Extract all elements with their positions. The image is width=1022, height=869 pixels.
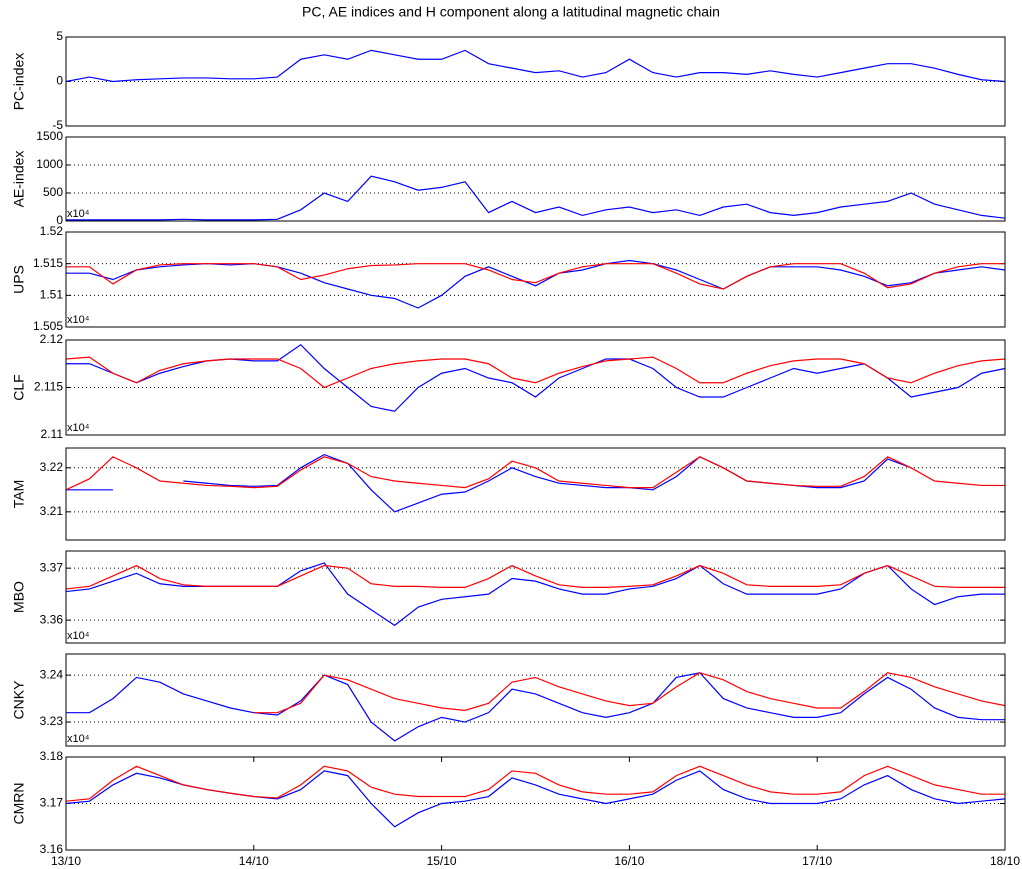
y-multiplier: x10⁴ xyxy=(67,314,90,326)
x-tick-label: 15/10 xyxy=(427,854,457,868)
data-line xyxy=(66,259,1006,309)
plot-area xyxy=(66,551,1005,643)
y-tick-label: 3.36 xyxy=(40,612,64,626)
y-tick-label: 1000 xyxy=(36,157,63,171)
y-tick-label: 3.24 xyxy=(40,667,64,681)
y-tick-label: 3.37 xyxy=(40,560,64,574)
y-tick-label: 500 xyxy=(43,185,63,199)
y-tick-label: 0 xyxy=(56,213,63,227)
plot-frame xyxy=(65,653,1006,747)
plot-area xyxy=(66,232,1005,327)
y-tick-label: 2.11 xyxy=(41,427,64,441)
y-tick-label: 3.18 xyxy=(40,749,64,763)
plot-frame xyxy=(65,36,1006,127)
y-multiplier: x10⁴ xyxy=(67,208,90,220)
y-tick-label: 2.12 xyxy=(40,332,64,346)
y-tick-label: 1.515 xyxy=(33,256,63,270)
y-multiplier: x10⁴ xyxy=(67,630,90,642)
plot-frame xyxy=(65,136,1006,222)
x-tick-label: 17/10 xyxy=(802,854,832,868)
y-tick-label: 3.16 xyxy=(40,842,64,856)
y-tick-label: 5 xyxy=(56,29,63,43)
data-line xyxy=(65,765,1005,802)
y-axis-label: TAM xyxy=(11,480,27,509)
data-line xyxy=(65,356,1006,389)
plot-area xyxy=(66,654,1005,746)
data-line xyxy=(66,672,1005,742)
y-multiplier: x10⁴ xyxy=(67,422,90,434)
y-tick-label: 0 xyxy=(56,74,63,88)
plot-area xyxy=(66,448,1005,540)
y-multiplier: x10⁴ xyxy=(67,733,90,745)
plot-frame xyxy=(65,447,1006,541)
plot-frame xyxy=(65,339,1006,436)
y-axis-label: CNKY xyxy=(11,680,27,720)
chart-title: PC, AE indices and H component along a l… xyxy=(302,4,720,20)
x-tick-label: 16/10 xyxy=(614,854,644,868)
y-axis-label: MBO xyxy=(11,581,27,613)
y-axis-label: PC-index xyxy=(11,53,27,111)
data-line xyxy=(65,49,1006,83)
y-tick-label: 3.22 xyxy=(40,460,64,474)
y-tick-label: 1.52 xyxy=(40,224,64,238)
data-line xyxy=(65,456,1005,491)
data-line xyxy=(66,263,1005,290)
y-tick-label: 3.21 xyxy=(40,504,64,518)
x-tick-label: 18/10 xyxy=(990,854,1020,868)
data-line xyxy=(65,564,1005,590)
y-tick-label: -5 xyxy=(52,118,63,132)
y-axis-label: UPS xyxy=(11,265,27,294)
y-axis-label: CLF xyxy=(11,374,27,400)
y-tick-label: 1500 xyxy=(36,129,63,143)
x-tick-label: 13/10 xyxy=(51,854,81,868)
y-tick-label: 1.505 xyxy=(33,319,63,333)
y-axis-label: CMRN xyxy=(11,783,27,825)
y-tick-label: 3.23 xyxy=(40,714,64,728)
y-tick-label: 3.17 xyxy=(40,796,64,810)
y-tick-label: 1.51 xyxy=(40,288,64,302)
y-tick-label: 2.115 xyxy=(34,380,63,394)
data-line xyxy=(66,175,1006,221)
x-tick-label: 14/10 xyxy=(239,854,269,868)
y-axis-label: AE-index xyxy=(11,151,27,208)
plot-area xyxy=(66,137,1005,221)
plot-frame xyxy=(65,756,1006,851)
data-line xyxy=(253,672,1006,714)
plot-frame xyxy=(65,550,1006,644)
plot-frame xyxy=(65,231,1006,328)
